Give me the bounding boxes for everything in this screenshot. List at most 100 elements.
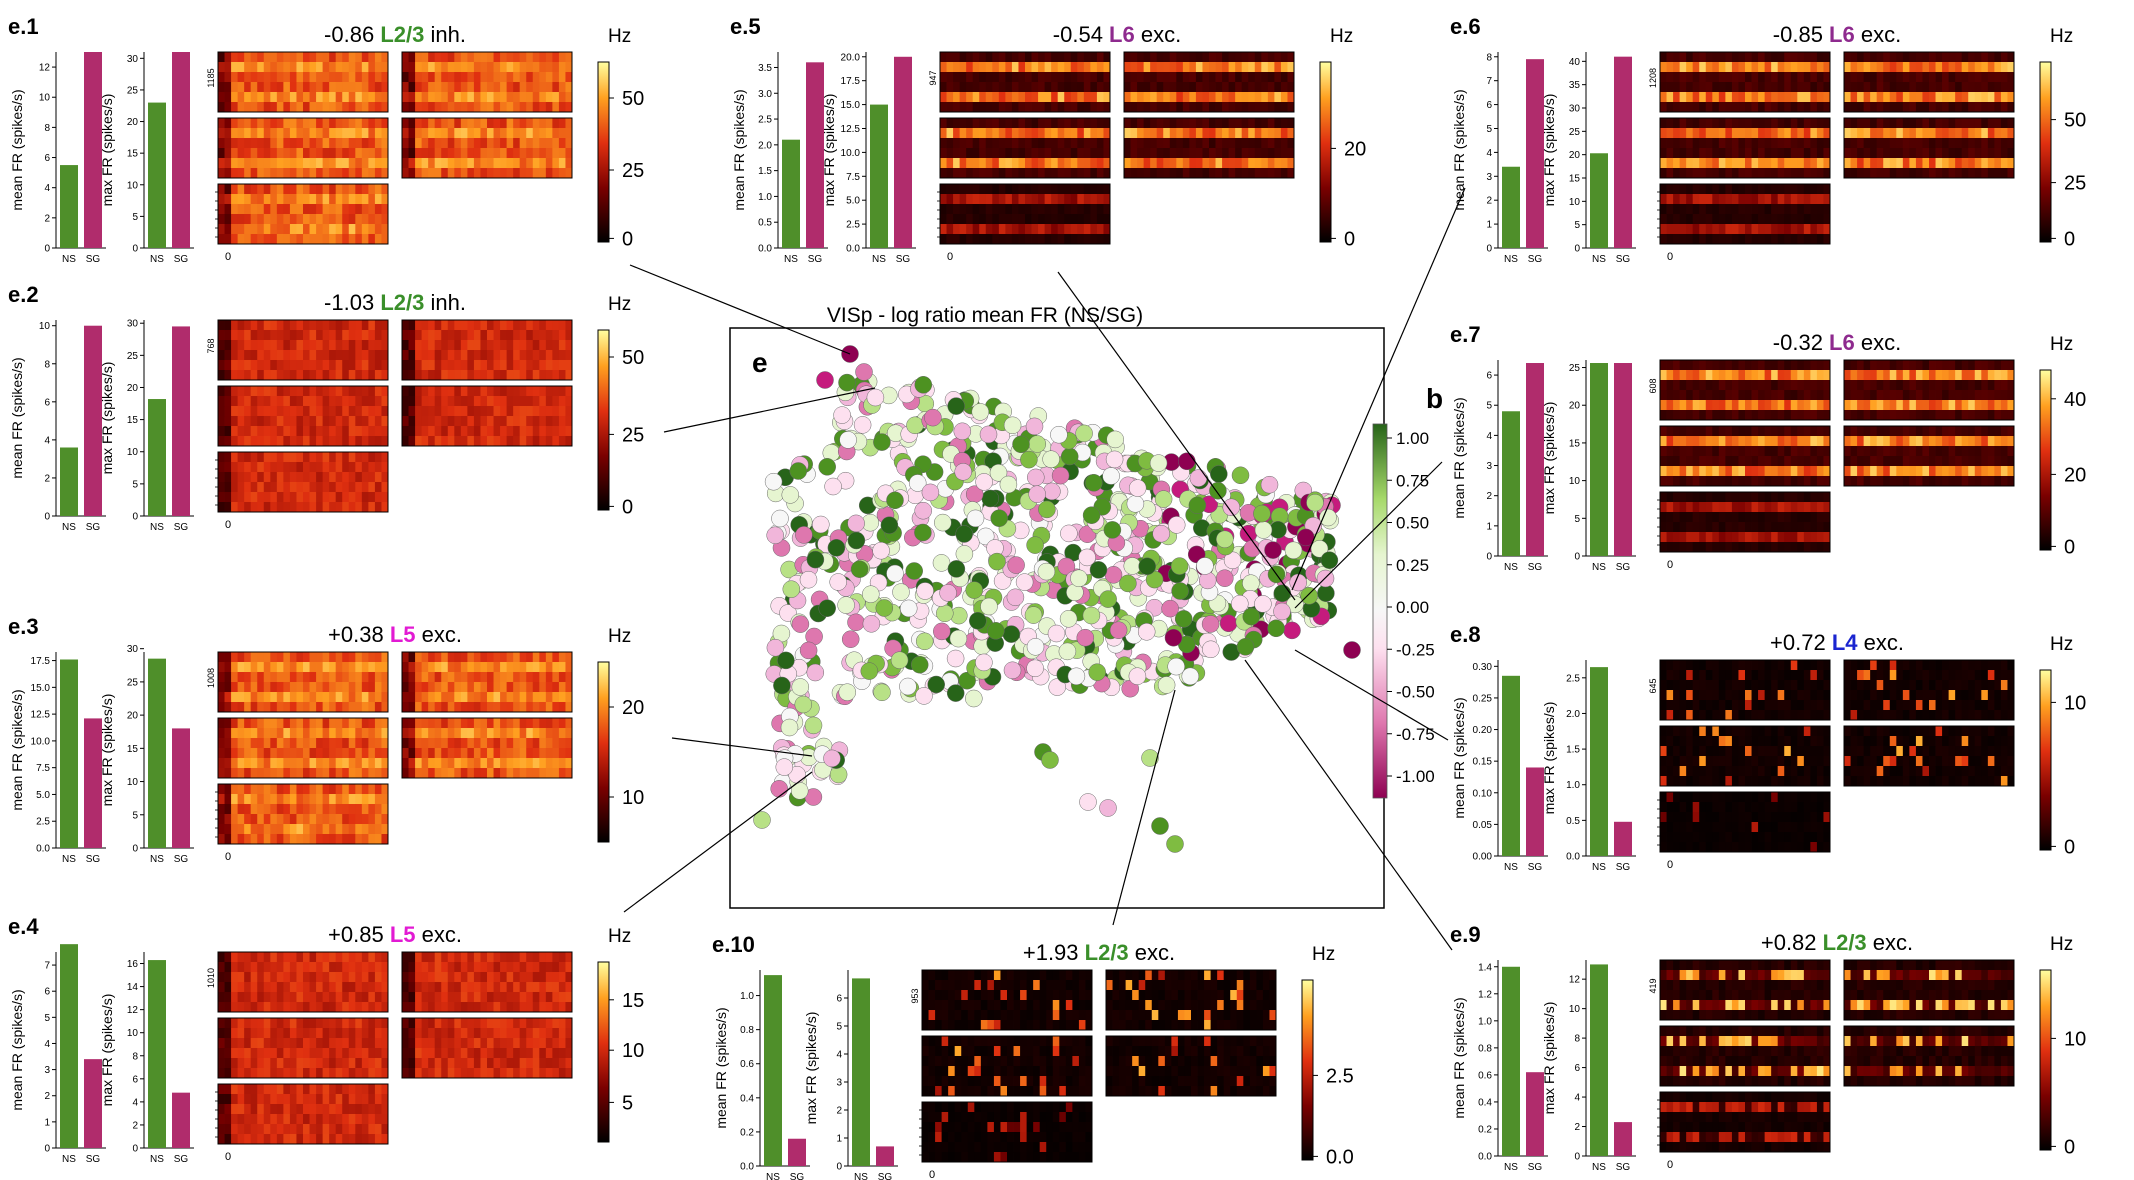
heatmap-cell (218, 158, 225, 169)
heatmap-cell (415, 158, 423, 169)
heatmap-cell (250, 138, 258, 149)
heatmap-cell (428, 158, 436, 169)
heatmap-cell (421, 982, 429, 993)
heatmap-cell (532, 102, 540, 113)
heatmap-cell (270, 360, 278, 371)
heatmap-cell (460, 168, 468, 179)
heatmap-cell (1137, 82, 1145, 93)
heatmap-cell (231, 350, 239, 361)
heatmap-cell (992, 224, 1000, 235)
scatter-point (979, 425, 998, 444)
heatmap-frame (217, 385, 389, 447)
heatmap-cell (532, 738, 540, 749)
heatmap-cell (1051, 118, 1059, 129)
heatmap-cell (519, 758, 527, 769)
heatmap-cell (480, 1048, 488, 1059)
heatmap-cell (565, 682, 573, 693)
heatmap-cell (565, 1038, 573, 1049)
heatmap-cell (428, 82, 436, 93)
heatmap-cell (460, 82, 468, 93)
heatmap-cell (368, 672, 376, 683)
heatmap-cell (940, 82, 947, 93)
heatmap-cell (276, 128, 284, 139)
heatmap-cell (421, 330, 429, 341)
heatmap-cell (500, 1038, 508, 1049)
heatmap-cell (506, 320, 514, 331)
heatmap-cell (415, 102, 423, 113)
heatmap-cell (263, 1028, 271, 1039)
heatmap-cell (552, 416, 560, 427)
heatmap-cell (263, 1048, 271, 1059)
y-tick-label: 10 (127, 1028, 139, 1039)
heatmap-cell (257, 350, 265, 361)
heatmap-cell (493, 340, 501, 351)
heatmap-cell (1090, 82, 1098, 93)
heatmap-cell (1044, 234, 1052, 245)
heatmap-cell (473, 148, 481, 159)
heatmap-cell (1103, 52, 1111, 63)
heatmap-cell (270, 436, 278, 447)
heatmap-cell (441, 672, 449, 683)
heatmap-cell (545, 1068, 553, 1079)
heatmap-cell (493, 982, 501, 993)
heatmap-cell (1011, 148, 1019, 159)
heatmap-cell (237, 1134, 245, 1145)
heatmap-cell (303, 138, 310, 149)
heatmap-cell (322, 350, 330, 361)
y-tick-label: 2.0 (758, 140, 772, 151)
heatmap-cell (257, 1068, 265, 1079)
heatmap-cell (558, 340, 566, 351)
heatmap-cell (565, 426, 573, 437)
heatmap-cell (368, 330, 376, 341)
heatmap-cell (224, 62, 232, 73)
heatmap-cell (316, 406, 324, 417)
heatmap-cell (441, 1038, 449, 1049)
heatmap-cell (1261, 62, 1269, 73)
heatmap-cell (316, 1104, 324, 1115)
y-tick-label: 5.0 (846, 196, 860, 207)
heatmap-cell (454, 652, 462, 663)
y-tick-label: 5 (132, 810, 138, 821)
heatmap-cell (1096, 52, 1104, 63)
heatmap-cell (237, 502, 245, 513)
heatmap-cell (1077, 118, 1085, 129)
scatter-point (915, 632, 934, 651)
heatmap-cell (545, 972, 553, 983)
heatmap-cell (493, 168, 501, 179)
heatmap-cell (335, 158, 343, 169)
heatmap-cell (342, 652, 350, 663)
heatmap-cell (263, 370, 271, 381)
scatter-point (955, 545, 974, 563)
heatmap-cell (454, 952, 462, 963)
heatmap-cell (361, 982, 369, 993)
heatmap-cell (250, 502, 258, 513)
heatmap-cell (237, 1068, 245, 1079)
heatmap-cell (565, 758, 573, 769)
heatmap-cell (454, 72, 462, 83)
heatmap-cell (263, 1104, 271, 1115)
heatmap-cell (309, 340, 317, 351)
heatmap-cell (224, 118, 232, 129)
heatmap-cell (421, 758, 429, 769)
heatmap-cell (408, 350, 416, 361)
heatmap-cell (342, 340, 350, 351)
heatmap-cell (1182, 82, 1190, 93)
heatmap-cell (335, 804, 343, 815)
y-tick-label: 2.5 (36, 817, 50, 828)
heatmap-cell (381, 1028, 389, 1039)
sg-bar (84, 718, 102, 848)
heatmap-cell (966, 168, 974, 179)
heatmap-cell (434, 82, 442, 93)
heatmap-cell (1096, 168, 1104, 179)
heatmap-cell (237, 386, 245, 397)
heatmap-cell (335, 350, 343, 361)
heatmap-cell (355, 148, 363, 159)
heatmap-cell (283, 1002, 291, 1013)
heatmap-cell (218, 350, 225, 361)
heatmap-cell (355, 768, 363, 779)
heatmap-cell (309, 118, 317, 129)
heatmap-cell (487, 1028, 494, 1039)
scatter-point (862, 585, 880, 603)
heatmap-cell (270, 1018, 278, 1029)
heatmap-cell (283, 472, 291, 483)
